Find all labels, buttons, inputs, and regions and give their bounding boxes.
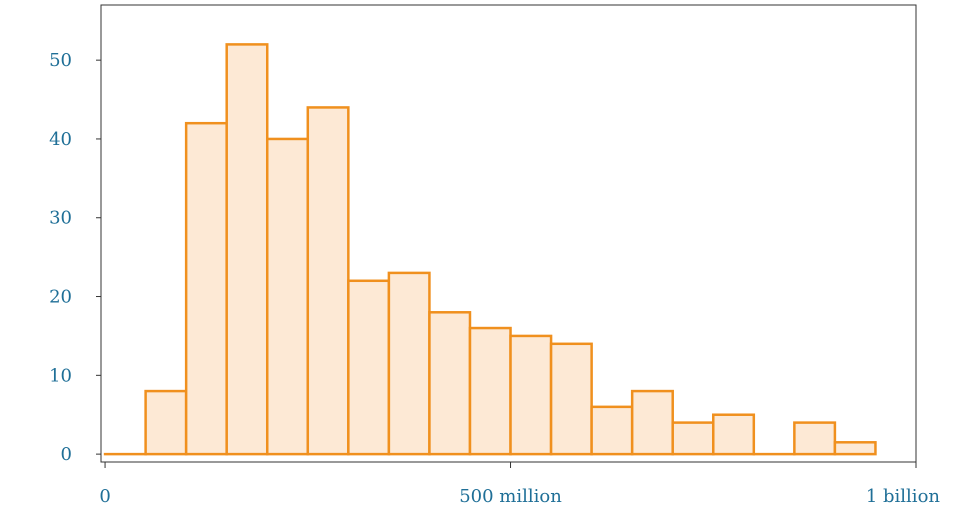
x-tick-label-2: 1 billion [866,486,941,507]
histogram-bar-6 [348,281,389,454]
histogram-bars [105,44,875,454]
x-tick-label-0: 0 [99,486,110,507]
histogram-bar-9 [470,328,511,454]
histogram-bar-8 [429,312,470,454]
histogram-bar-12 [592,407,633,454]
x-tick-label-1: 500 million [459,486,562,507]
histogram-bar-2 [186,123,227,454]
histogram-bar-3 [227,44,268,454]
histogram-bar-13 [632,391,673,454]
y-tick-label-0: 0 [61,444,72,465]
histogram-bar-7 [389,273,430,454]
histogram-bar-11 [551,344,592,454]
histogram-bar-10 [511,336,552,454]
histogram-bar-15 [713,415,754,454]
histogram-bar-4 [267,139,308,454]
histogram-bar-5 [308,107,349,454]
histogram-bar-1 [146,391,187,454]
y-tick-label-2: 20 [49,287,72,308]
y-tick-label-1: 10 [49,365,72,386]
y-tick-label-5: 50 [49,50,72,71]
y-tick-label-4: 40 [49,129,72,150]
y-tick-label-3: 30 [49,208,72,229]
histogram-bar-14 [673,423,714,455]
y-axis: 0 10 20 30 40 50 [49,50,101,465]
x-axis: 0 500 million 1 billion [99,462,940,507]
histogram-bar-18 [835,442,876,454]
histogram-bar-17 [794,423,835,455]
